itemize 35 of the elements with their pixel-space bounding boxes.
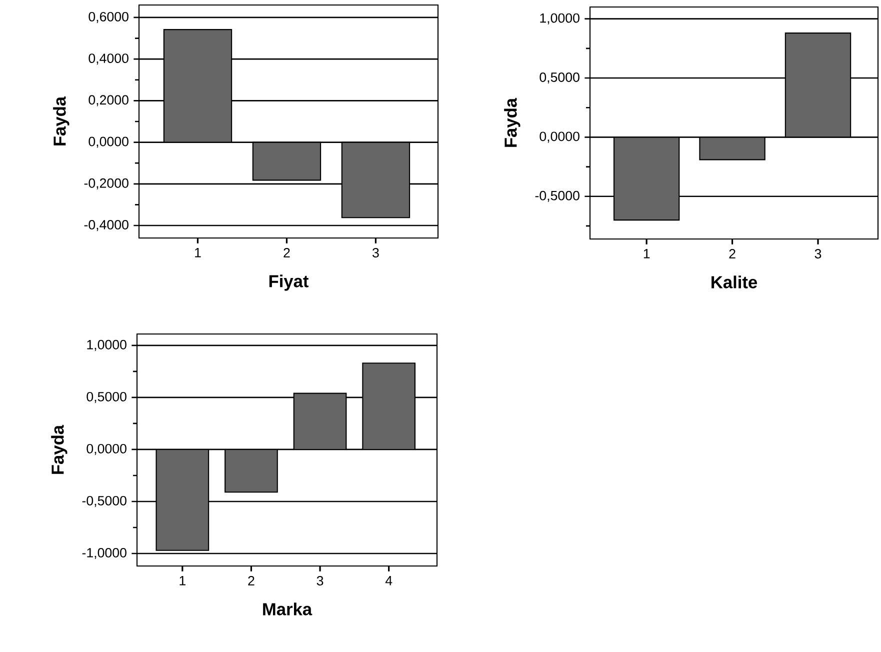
x-tick-label: 1	[180, 576, 186, 586]
bar	[293, 392, 347, 450]
x-tick-label: 3	[814, 249, 822, 258]
x-tick-label: 3	[316, 576, 324, 586]
y-axis-title: Fayda	[504, 98, 520, 147]
y-axis-title: Fayda	[51, 424, 68, 474]
x-axis-title: Fiyat	[269, 274, 309, 291]
bar	[224, 448, 278, 493]
y-tick-label: 0,0000	[540, 132, 580, 143]
y-tick-label: -0,4000	[84, 220, 128, 232]
y-tick-label: 0,5000	[540, 72, 580, 84]
x-tick-label: 4	[385, 576, 392, 586]
y-tick-label: 1,0000	[540, 13, 580, 24]
bar	[362, 362, 416, 450]
x-tick-label: 2	[729, 249, 736, 258]
x-tick-label: 3	[372, 248, 379, 258]
x-tick-label: 2	[248, 576, 254, 586]
y-tick-label: 0,0000	[86, 444, 126, 455]
y-tick-label: 1,0000	[87, 340, 126, 351]
x-tick-label: 1	[644, 249, 650, 258]
y-axis-title: Fayda	[53, 96, 70, 146]
y-tick-label: 0,2000	[88, 95, 128, 106]
x-tick-label: 1	[195, 248, 201, 258]
bar	[156, 448, 210, 551]
y-tick-label: -0,5000	[82, 496, 126, 508]
x-axis-title: Marka	[263, 602, 312, 616]
x-axis-title: Kalite	[712, 276, 758, 288]
x-tick-label: 2	[284, 248, 290, 258]
y-tick-label: 0,0000	[88, 136, 128, 148]
y-tick-label: -0,2000	[84, 178, 128, 190]
y-tick-label: -0,5000	[535, 190, 580, 202]
y-tick-label: 0,4000	[88, 54, 128, 65]
y-tick-label: 0,6000	[88, 12, 128, 23]
y-tick-label: -1,0000	[82, 548, 126, 560]
y-tick-label: 0,5000	[86, 392, 126, 403]
